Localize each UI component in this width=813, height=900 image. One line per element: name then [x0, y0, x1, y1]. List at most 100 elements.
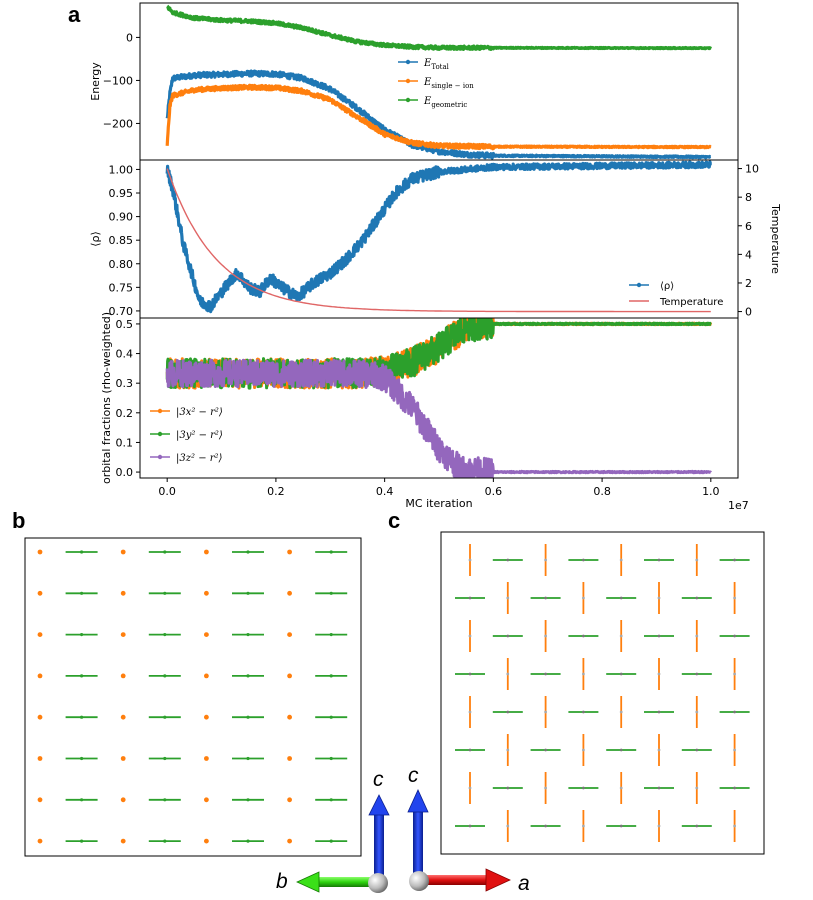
lattice-b-dot [37, 838, 43, 844]
c-axis-label-left: c [373, 768, 384, 791]
lattice-c-vbar-center [506, 596, 510, 600]
rho-ylabel: ⟨ρ⟩ [89, 231, 102, 247]
rho-y2tick-label: 10 [745, 163, 759, 176]
rho-legend-label-0: ⟨ρ⟩ [660, 281, 674, 292]
lattice-c-hbar-center [506, 710, 510, 714]
lattice-b-bar-center [80, 633, 84, 637]
rho-y2tick-label: 2 [745, 277, 752, 290]
rho-y2tick-label: 8 [745, 191, 752, 204]
lattice-b-bar-center [80, 756, 84, 761]
lattice-b-frame [24, 537, 362, 857]
energy-ytick-label: −100 [103, 74, 133, 87]
lattice-b-dot [287, 673, 292, 679]
lattice-b-dot [120, 797, 126, 803]
lattice-b-dot [37, 632, 43, 637]
orbitals-ylabel: orbital fractions (rho-weighted) [100, 312, 113, 484]
lattice-c-hbar-center [544, 672, 547, 676]
lattice-c-hbar-center [506, 558, 510, 562]
lattice-c-vbar-center [468, 786, 472, 790]
lattice-b-dot [287, 756, 292, 761]
orbitals-series [165, 318, 713, 478]
orbitals-ytick-label: 0.1 [116, 436, 134, 449]
c-axis-arrow-shaft-right [413, 810, 423, 875]
lattice-c-hbar-center [695, 596, 699, 600]
lattice-c-vbar-center [619, 634, 623, 638]
lattice-b-bar-center [80, 798, 84, 802]
lattice-c-hbar-center [468, 748, 472, 752]
lattice-c-vbar-center [695, 786, 699, 790]
lattice-c-vbar-center [468, 634, 472, 638]
lattice-b-dot [204, 590, 209, 596]
panel-label-b: b [12, 508, 25, 533]
lattice-c-vbar-center [619, 710, 623, 714]
lattice-c-frame [440, 531, 765, 855]
lattice-b-bar-center [329, 715, 333, 719]
panel-label-c: c [388, 508, 400, 533]
lattice-b-bar-center [80, 591, 84, 595]
energy-ytick-label: 0 [126, 31, 133, 44]
lattice-c-hbar-center [733, 786, 736, 790]
energy-series-2 [166, 4, 713, 51]
lattice-b-dot [37, 797, 43, 803]
lattice-c-vbar-center [695, 710, 699, 714]
c-axis-arrowhead [368, 794, 390, 816]
lattice-b-bar-center [163, 591, 167, 595]
orbitals-xtick-label: 0.8 [593, 485, 611, 498]
lattice-c-vbar-center [468, 558, 472, 562]
energy-legend-2-marker [405, 97, 411, 103]
lattice-b-bar-center [329, 839, 333, 843]
lattice-c-vbar-center [582, 596, 585, 600]
orbitals-xtick-label: 0.0 [158, 485, 176, 498]
lattice-c-hbar-center [468, 672, 472, 676]
energy-series-1 [165, 83, 712, 151]
lattice-c-vbar-center [582, 672, 585, 676]
lattice-c-hbar-center [619, 672, 623, 676]
energy-legend-0-marker [405, 59, 411, 65]
orbitals-ytick-label: 0.0 [116, 466, 134, 479]
lattice-c-vbar-center [544, 710, 547, 714]
lattice-c-vbar-center [733, 672, 736, 676]
lattice-c-hbar-center [468, 824, 472, 828]
lattice-b-bar-center [329, 756, 333, 761]
rho-ytick-label: 0.90 [109, 211, 134, 224]
panel-label-a: a [68, 2, 81, 27]
lattice-c-vbar-center [506, 748, 510, 752]
lattice-b-bar-center [163, 674, 167, 678]
lattice-b-dot [37, 673, 43, 679]
rho-y2tick-label: 6 [745, 220, 752, 233]
orbitals-frame [139, 317, 739, 479]
orbital-legend-1-marker [157, 431, 163, 437]
origin-sphere-left [368, 873, 388, 893]
c-axis-arrowhead-right [407, 789, 429, 813]
lattice-c-hbar-center [657, 634, 661, 638]
orbitals-series-2 [165, 358, 712, 478]
a-axis-label: a [518, 872, 530, 895]
energy-series [165, 4, 713, 160]
rho-ytick-label: 0.95 [109, 187, 134, 200]
orbitals-xtick-label: 0.4 [376, 485, 394, 498]
energy-legend-label-1: Esingle − ion [423, 77, 474, 90]
lattice-c-hbar-center [582, 786, 585, 790]
rho-ytick-label: 0.70 [109, 305, 134, 318]
orbital-legend-label-1: |3y² − r²⟩ [176, 430, 223, 441]
lattice-b-dot [204, 797, 209, 803]
orbitals-ytick-label: 0.3 [116, 377, 134, 390]
lattice-b-bar-center [246, 633, 250, 637]
lattice-c-vbar-center [695, 558, 699, 562]
lattice-c-hbar-center [506, 634, 510, 638]
orbitals-ytick-label: 0.5 [116, 318, 134, 331]
lattice-c-hbar-center [695, 824, 699, 828]
b-axis-label: b [276, 870, 288, 893]
orbitals-xscale-label: 1e7 [728, 499, 749, 512]
lattice-c-vbar-center [506, 672, 510, 676]
lattice-b-dot [204, 714, 209, 720]
energy-legend-label-2: Egeometric [423, 96, 467, 109]
lattice-b-dot [120, 756, 126, 761]
rho-y2tick-label: 4 [745, 248, 752, 261]
lattice-b-dot [120, 590, 126, 596]
lattice-b-bar-center [163, 633, 167, 637]
lattice-b-bar-center [163, 839, 167, 843]
lattice-b-bar-center [246, 756, 250, 761]
lattice-c-vbar-center [619, 786, 623, 790]
